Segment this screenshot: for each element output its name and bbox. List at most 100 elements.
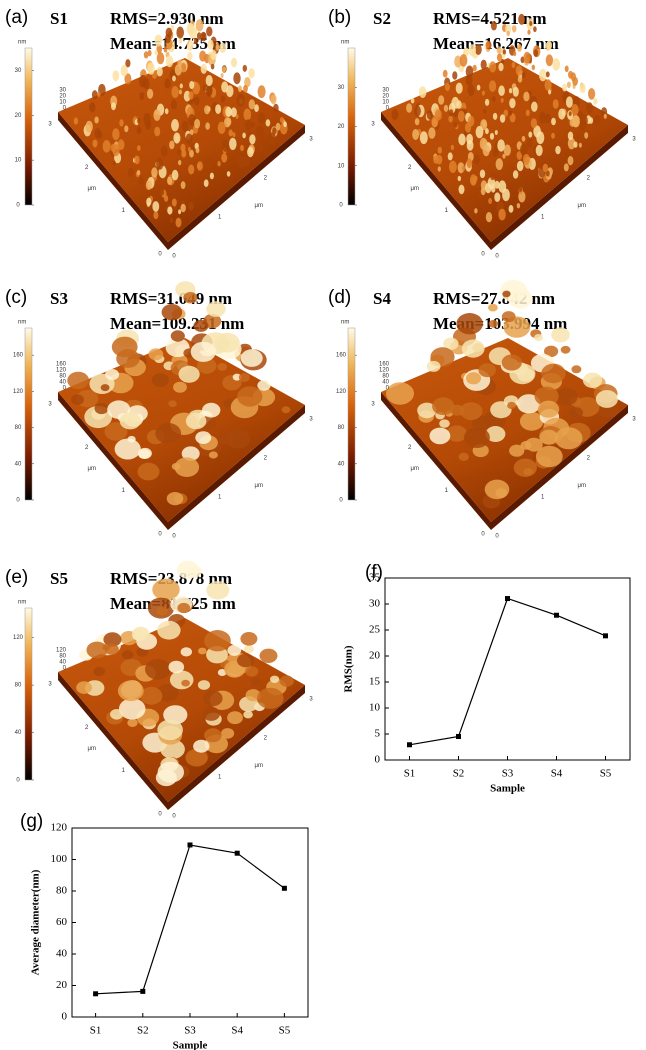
surface-bump	[531, 118, 537, 128]
surface-bump	[204, 105, 210, 114]
surface-bump	[503, 49, 506, 54]
surface-bump	[532, 65, 535, 71]
data-marker	[93, 991, 98, 996]
surface-bump	[110, 709, 123, 720]
surface-bump	[527, 29, 530, 34]
surface-bump	[173, 382, 187, 393]
surface-bump	[474, 154, 481, 164]
x-tick-label: 1	[541, 495, 545, 501]
afm-panel: (b)S2RMS=4.521 nmMean=16.267 nmnm0102030…	[328, 7, 636, 260]
surface-bump	[546, 41, 552, 51]
surface-bump	[237, 386, 262, 406]
surface-bump	[229, 138, 237, 150]
surface-bump	[562, 84, 567, 92]
surface-bump	[189, 203, 193, 209]
surface-bump	[202, 403, 220, 418]
surface-bump	[221, 728, 234, 739]
surface-bump	[479, 363, 496, 377]
surface-bump	[227, 171, 231, 177]
surface-bump	[169, 661, 185, 674]
surface-bump	[95, 403, 109, 414]
surface-bump	[594, 115, 601, 126]
surface-bump	[222, 66, 226, 72]
x-axis-unit: μm	[255, 763, 263, 769]
data-marker	[603, 633, 608, 638]
surface-bump	[488, 304, 498, 312]
surface-bump	[181, 680, 190, 687]
surface-bump	[196, 19, 204, 31]
surface-bump	[197, 32, 202, 40]
surface-bump	[194, 97, 200, 106]
colorbar-unit: nm	[18, 320, 26, 326]
surface-bump	[419, 86, 426, 98]
surface-bump	[71, 395, 84, 405]
surface-bump	[552, 58, 560, 71]
x-tick-label: 0	[495, 254, 499, 260]
surface-bump	[233, 72, 240, 84]
colorbar-unit: nm	[18, 40, 26, 46]
surface-bump	[456, 83, 463, 94]
y-tick-label: 2	[85, 165, 89, 171]
colorbar-tick-label: 0	[339, 203, 343, 209]
surface-bump	[167, 177, 172, 185]
y-tick-label: 35	[369, 572, 381, 584]
surface-bump	[481, 187, 486, 195]
surface-bump	[206, 301, 225, 317]
surface-bump	[533, 26, 537, 32]
surface-bump	[244, 109, 252, 121]
surface-bump	[124, 125, 128, 132]
surface-bump	[496, 158, 503, 170]
x-tick-label: 0	[172, 534, 176, 540]
surface-bump	[517, 44, 522, 52]
x-tick-label: 1	[218, 775, 222, 781]
surface-bump	[495, 488, 507, 497]
surface-bump	[181, 647, 192, 656]
sample-name: S4	[373, 289, 391, 308]
surface-bump	[268, 132, 276, 144]
surface-bump	[556, 388, 578, 406]
y-tick-label: 3	[371, 402, 375, 408]
y-tick-label: 100	[51, 853, 68, 865]
surface-bump	[498, 85, 505, 96]
surface-bump	[460, 402, 482, 420]
y-tick-label: 3	[48, 682, 52, 688]
surface-bump	[481, 60, 487, 70]
surface-bump	[194, 38, 198, 44]
surface-bump	[270, 94, 276, 104]
x-tick-label: 3	[309, 697, 313, 703]
x-tick-label: 2	[264, 176, 268, 182]
colorbar-tick-label: 80	[338, 425, 345, 431]
z-tick-label: 80	[382, 374, 389, 380]
surface-bump	[553, 99, 559, 109]
surface-bump	[565, 66, 569, 73]
z-tick-label: 160	[56, 362, 67, 368]
z-tick-label: 40	[382, 380, 389, 386]
surface-bump	[171, 86, 178, 98]
surface-bump	[449, 161, 457, 173]
x-axis-label: Sample	[490, 783, 525, 795]
surface-bump	[137, 145, 141, 151]
surface-bump	[273, 104, 279, 113]
surface-bump	[468, 85, 475, 96]
x-tick-label: S4	[231, 1025, 243, 1037]
surface-bump	[541, 364, 565, 384]
x-axis-label: Sample	[173, 1040, 208, 1050]
colorbar-unit: nm	[18, 600, 26, 606]
surface-bump	[140, 92, 145, 100]
surface-bump	[452, 71, 457, 79]
surface-bump	[513, 87, 519, 97]
surface-bump	[203, 690, 223, 706]
surface-bump	[153, 211, 158, 219]
surface-bump	[170, 671, 194, 690]
surface-bump	[458, 176, 461, 181]
surface-bump	[204, 630, 231, 651]
y-tick-label: 0	[158, 252, 162, 258]
surface-bump	[465, 123, 471, 133]
surface-bump	[86, 121, 93, 133]
y-axis-unit: μm	[88, 746, 96, 752]
surface-bump	[134, 156, 140, 165]
y-tick-label: 30	[369, 598, 381, 610]
surface-bump	[445, 83, 450, 91]
colorbar-tick-label: 40	[15, 730, 22, 736]
surface-bump	[215, 333, 240, 353]
